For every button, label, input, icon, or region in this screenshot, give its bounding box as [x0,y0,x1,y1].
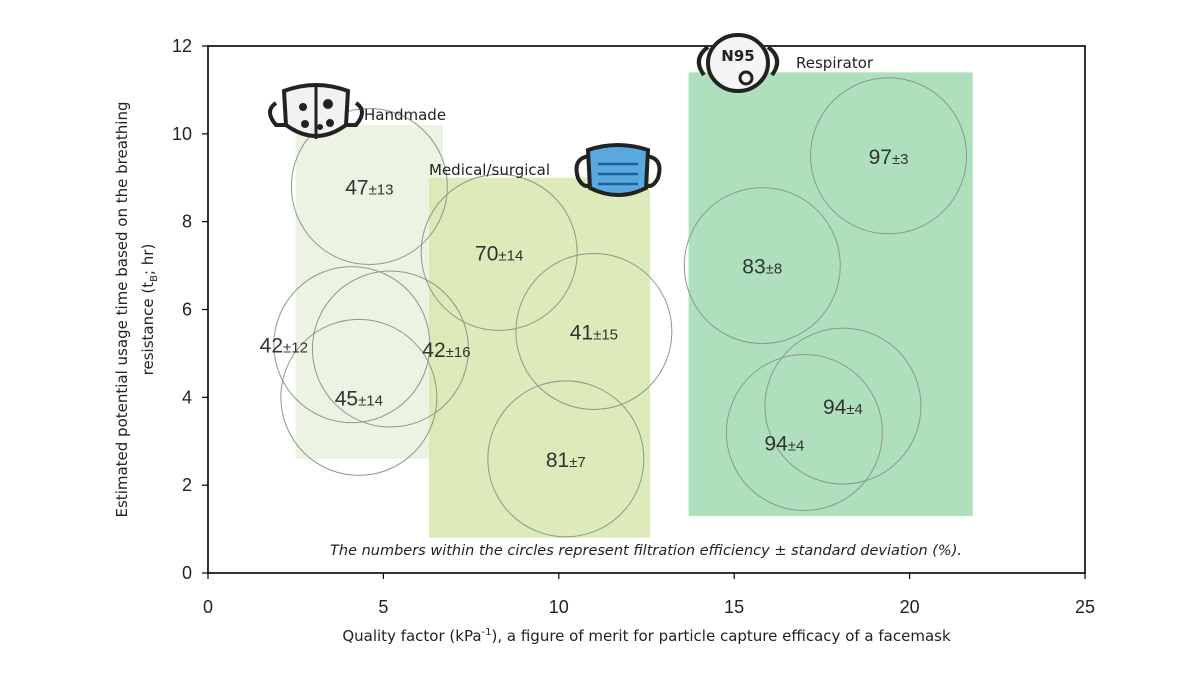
region-medical-surgical [429,177,651,538]
bubble-label: 45±14 [335,387,383,410]
region-respirator [688,72,973,516]
bubble [487,380,645,538]
bubble [810,77,968,235]
y-axis-label: Estimated potential usage time based on … [113,102,160,518]
n95-icon-text: N95 [721,47,754,65]
group-label: Respirator [796,54,874,72]
bubble-label: 94±4 [764,432,804,455]
bubble-efficiency: 97 [869,146,892,169]
bubble [725,353,883,511]
y-axis-label-line2-tail: ; hr) [139,244,157,275]
bubble-sd: ±8 [766,261,783,278]
bubble-efficiency: 81 [546,449,569,472]
x-tick-label: 15 [724,597,744,617]
region-handmade [295,125,444,459]
bubble-sd: ±4 [846,401,863,418]
x-tick-label: 10 [549,597,569,617]
bubble-label: 83±8 [742,256,782,279]
bubble-sd: ±13 [369,182,394,199]
bubble-label: 47±13 [345,177,393,200]
y-axis-label-subscript: B [149,275,160,282]
y-tick-label: 12 [172,36,192,56]
bubble-sd: ±12 [283,340,308,357]
x-axis-ticks: 0 5 10 15 20 25 [203,573,1095,617]
group-labels: Handmade Medical/surgical Respirator [364,54,874,179]
bubble-efficiency: 42 [422,339,445,362]
y-axis-label-line1: Estimated potential usage time based on … [113,102,131,518]
y-tick-label: 0 [182,563,192,583]
bubble-efficiency: 47 [345,177,368,200]
bubble-sd: ±4 [788,437,805,454]
x-tick-label: 20 [900,597,920,617]
bubble-sd: ±7 [569,454,586,471]
bubble-label: 94±4 [823,396,863,419]
group-regions [295,72,973,538]
bubble [420,173,578,331]
bubble-label: 41±15 [570,321,618,344]
surgical-mask-icon [574,143,662,197]
bubble-label: 42±16 [422,339,470,362]
bubble-efficiency: 41 [570,321,593,344]
bubble-efficiency: 94 [823,396,847,419]
y-tick-label: 8 [182,212,192,232]
y-axis-ticks: 0 2 4 6 8 10 12 [172,36,208,583]
bubble [290,108,448,266]
bubble [280,318,438,476]
bubble-label: 97±3 [869,146,909,169]
x-tick-label: 0 [203,597,213,617]
bubble-sd: ±15 [593,326,618,343]
bubble-efficiency: 94 [764,432,788,455]
y-tick-label: 2 [182,475,192,495]
y-tick-label: 4 [182,387,192,407]
y-tick-label: 6 [182,300,192,320]
bubble [683,187,841,345]
bubble-label: 70±14 [475,242,523,265]
x-tick-label: 25 [1075,597,1095,617]
bubble-sd: ±14 [358,392,383,409]
bubble-label: 81±7 [546,449,586,472]
bubble-sd: ±16 [446,344,471,361]
x-axis-label: Quality factor (kPa-1), a figure of meri… [342,627,951,645]
bubble [515,252,673,410]
bubble-efficiency: 45 [335,387,358,410]
handmade-mask-icon [268,83,364,139]
bubble-sd: ±3 [892,151,909,168]
chart-caption: The numbers within the circles represent… [330,543,962,559]
bubble-efficiency: 83 [742,256,765,279]
group-label: Medical/surgical [429,161,550,179]
bubble-efficiency: 70 [475,242,498,265]
bubble [273,266,431,424]
x-tick-label: 5 [378,597,388,617]
bubble [764,327,922,485]
y-axis-label-line2: resistance (tB; hr) [139,244,160,376]
bubble [311,270,469,428]
group-label: Handmade [364,106,446,124]
n95-respirator-icon: N95 [696,33,780,93]
y-axis-label-line2-head: resistance (t [139,282,157,376]
bubble-sd: ±14 [498,247,523,264]
bubble-label: 42±12 [260,335,308,358]
bubble-efficiency: 42 [260,335,283,358]
y-tick-label: 10 [172,124,192,144]
